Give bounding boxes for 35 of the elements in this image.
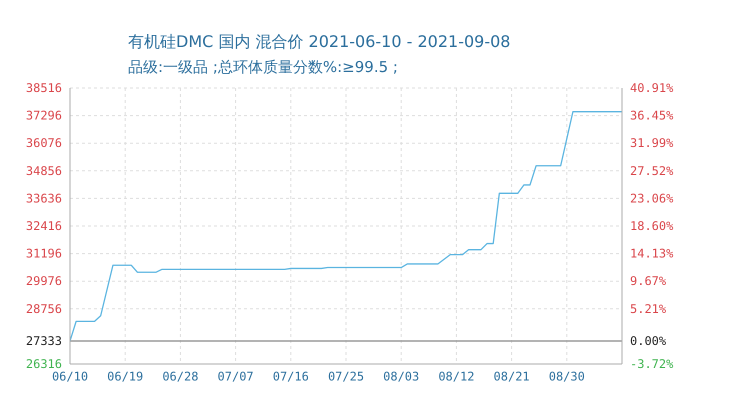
y2-tick-label: 14.13% (630, 246, 674, 261)
y2-tick-label: 40.91% (630, 81, 674, 95)
chart-title: 有机硅DMC 国内 混合价 2021-06-10 - 2021-09-08 (128, 32, 510, 53)
y-tick-label: 26316 (26, 357, 62, 371)
x-tick-label: 08/21 (494, 370, 530, 384)
x-tick-label: 06/19 (107, 370, 144, 384)
y-tick-label: 36076 (26, 136, 62, 150)
chart-subtitle: 品级:一级品 ;总环体质量分数%:≥99.5 ; (128, 58, 398, 77)
x-tick-label: 07/25 (328, 370, 364, 384)
y-tick-label: 31196 (26, 246, 62, 261)
line-series (70, 111, 622, 342)
y2-tick-label: 27.52% (630, 164, 674, 178)
y-tick-label: 32416 (26, 219, 62, 233)
y2-tick-label: -3.72% (630, 357, 674, 371)
x-tick-label: 07/07 (218, 370, 254, 384)
x-tick-label: 08/03 (383, 370, 420, 384)
y2-tick-label: 9.67% (630, 274, 667, 288)
x-tick-label: 06/28 (162, 370, 198, 384)
x-tick-label: 08/30 (548, 370, 585, 384)
y-tick-label: 28756 (26, 302, 62, 316)
y2-tick-label: 0.00% (630, 334, 667, 348)
x-tick-label: 07/16 (272, 370, 309, 384)
y-tick-label: 33636 (26, 191, 62, 206)
y-tick-label: 27333 (26, 334, 62, 348)
y-tick-label: 37296 (26, 108, 62, 123)
y-tick-label: 29976 (26, 274, 62, 288)
y2-tick-label: 5.21% (630, 302, 667, 316)
y2-tick-label: 18.60% (630, 218, 674, 233)
x-tick-label: 06/10 (52, 370, 88, 384)
y-tick-label: 38516 (26, 81, 62, 95)
y2-tick-label: 23.06% (630, 191, 674, 206)
y2-tick-label: 36.45% (630, 108, 674, 123)
x-tick-label: 08/12 (438, 370, 474, 384)
y2-tick-label: 31.99% (630, 136, 674, 150)
y-tick-label: 34856 (26, 164, 62, 178)
